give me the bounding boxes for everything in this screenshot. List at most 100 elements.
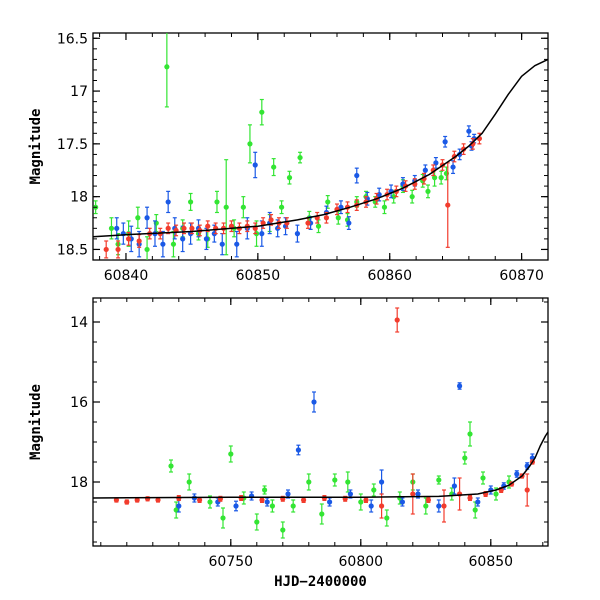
y-tick-label: 16 (70, 395, 88, 411)
x-axis-title: HJD−2400000 (274, 574, 367, 590)
data-point (285, 491, 291, 497)
data-point (410, 491, 416, 497)
data-point (321, 495, 327, 501)
data-point (445, 202, 451, 208)
data-point (524, 487, 530, 493)
x-tick-label: 60840 (104, 268, 149, 284)
data-point (294, 231, 301, 237)
top-panel: 60840 60850 60860 60870 16.5 17 17.5 18 18.5 Magn… (28, 31, 549, 284)
data-point (207, 499, 213, 505)
data-point (259, 497, 265, 503)
data-point (223, 204, 229, 210)
data-point (345, 479, 351, 485)
data-point (113, 497, 119, 503)
data-point (180, 236, 186, 242)
plot-frame (92, 32, 549, 261)
data-point (338, 204, 344, 210)
data-point (381, 204, 388, 210)
x-tick-label: 60870 (499, 268, 544, 284)
model-curve (93, 431, 548, 499)
data-point (259, 109, 265, 115)
data-point (457, 383, 463, 389)
y-axis-title: Magnitude (28, 109, 44, 185)
x-tick-label: 60850 (469, 554, 514, 570)
y-tick-label: 18.5 (57, 242, 88, 258)
data-point (286, 175, 293, 181)
data-point (186, 479, 192, 485)
data-point (269, 503, 275, 509)
model-curve (93, 58, 548, 238)
data-point (442, 139, 448, 145)
data-point (155, 497, 161, 503)
y-tick-label: 14 (70, 315, 88, 331)
data-point (144, 215, 150, 221)
data-point (295, 447, 301, 453)
data-point (124, 499, 130, 505)
data-point (290, 503, 296, 509)
data-point (450, 164, 456, 170)
x-tick-label: 60800 (339, 554, 384, 570)
data-point (422, 167, 428, 173)
series-group (168, 421, 512, 539)
data-point (262, 487, 268, 493)
data-point (103, 246, 109, 253)
data-point (315, 223, 322, 229)
data-point (280, 527, 286, 533)
data-point (134, 497, 140, 503)
data-point (114, 225, 120, 231)
data-point (327, 499, 333, 505)
y-axis-title: Magnitude (28, 384, 44, 460)
data-point (219, 241, 225, 247)
data-point (187, 199, 194, 205)
data-point (136, 238, 142, 244)
data-point (254, 519, 260, 525)
y-tick-label: 17.5 (57, 137, 88, 153)
data-point (126, 236, 132, 242)
data-point (514, 471, 520, 477)
data-point (203, 236, 210, 242)
data-layer (93, 33, 548, 260)
data-point (170, 241, 177, 247)
data-point (323, 215, 330, 221)
data-point (197, 497, 203, 503)
data-point (441, 503, 447, 509)
data-point (234, 241, 240, 247)
data-point (247, 141, 253, 147)
data-point (220, 515, 226, 521)
data-point (259, 231, 265, 237)
series-group (93, 33, 450, 260)
plot-frame (92, 297, 549, 547)
series-group (103, 132, 483, 259)
data-point (480, 475, 486, 481)
data-point (233, 503, 239, 509)
data-point (214, 199, 220, 205)
y-tick-label: 18 (70, 475, 88, 491)
data-point (472, 507, 478, 513)
data-point (384, 515, 390, 521)
data-point (451, 483, 457, 489)
data-point (144, 246, 150, 253)
data-point (358, 499, 364, 505)
data-point (425, 497, 431, 503)
data-point (475, 499, 481, 505)
data-point (467, 431, 473, 437)
data-point (181, 225, 187, 231)
data-point (467, 495, 473, 501)
data-point (271, 164, 277, 170)
data-point (205, 223, 211, 229)
data-point (278, 204, 285, 210)
data-point (436, 503, 442, 509)
data-point (108, 225, 115, 231)
data-point (436, 477, 442, 483)
data-point (335, 215, 341, 221)
data-point (301, 497, 307, 503)
data-point (176, 503, 182, 509)
data-point (268, 217, 274, 223)
data-point (379, 479, 385, 485)
data-point (409, 194, 415, 200)
data-point (260, 220, 266, 226)
data-point (252, 162, 258, 168)
data-point (493, 491, 499, 497)
data-point (368, 503, 374, 509)
